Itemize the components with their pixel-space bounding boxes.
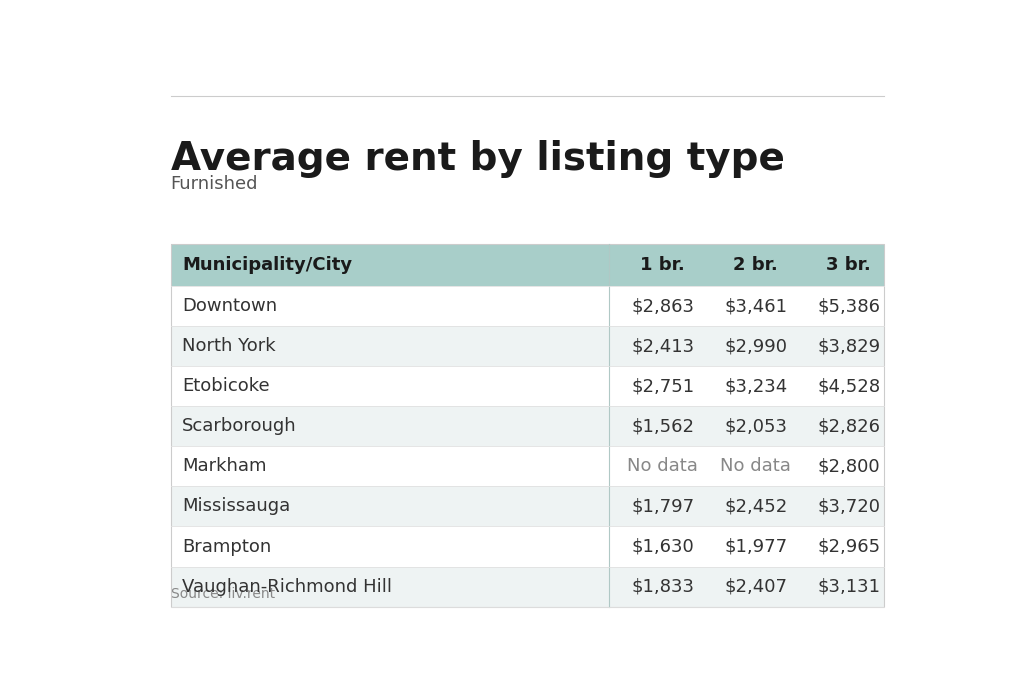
Bar — [171, 447, 884, 486]
Text: $3,720: $3,720 — [817, 497, 881, 516]
Bar — [171, 326, 884, 366]
Bar — [171, 486, 884, 527]
Text: $2,053: $2,053 — [724, 417, 787, 436]
Text: $2,751: $2,751 — [631, 377, 694, 395]
Text: Mississauga: Mississauga — [182, 497, 291, 516]
Text: $2,413: $2,413 — [631, 337, 694, 356]
Text: $2,800: $2,800 — [817, 458, 880, 475]
Bar — [171, 406, 884, 447]
Text: No data: No data — [628, 458, 698, 475]
Bar — [171, 527, 884, 566]
Text: 2 br.: 2 br. — [733, 256, 778, 274]
Text: $2,990: $2,990 — [724, 337, 787, 356]
Bar — [171, 366, 884, 406]
Bar — [171, 244, 884, 607]
Text: Etobicoke: Etobicoke — [182, 377, 270, 395]
Bar — [171, 566, 884, 607]
Text: 3 br.: 3 br. — [826, 256, 871, 274]
Text: Brampton: Brampton — [182, 538, 271, 556]
Bar — [171, 286, 884, 326]
Text: $3,461: $3,461 — [724, 297, 787, 315]
Text: $2,407: $2,407 — [724, 577, 787, 595]
Text: $1,833: $1,833 — [631, 577, 694, 595]
Text: No data: No data — [720, 458, 792, 475]
Text: Downtown: Downtown — [182, 297, 278, 315]
Text: $3,234: $3,234 — [724, 377, 787, 395]
Text: $2,826: $2,826 — [817, 417, 881, 436]
Text: Markham: Markham — [182, 458, 266, 475]
Text: Average rent by listing type: Average rent by listing type — [171, 140, 784, 178]
Text: Scarborough: Scarborough — [182, 417, 297, 436]
Text: $1,797: $1,797 — [631, 497, 694, 516]
Text: $2,452: $2,452 — [724, 497, 787, 516]
Text: $5,386: $5,386 — [817, 297, 881, 315]
Text: $4,528: $4,528 — [817, 377, 881, 395]
Text: $2,863: $2,863 — [631, 297, 694, 315]
Text: Municipality/City: Municipality/City — [182, 256, 352, 274]
Text: $3,829: $3,829 — [817, 337, 881, 356]
Text: $1,630: $1,630 — [632, 538, 694, 556]
Text: $3,131: $3,131 — [817, 577, 881, 595]
Text: Furnished: Furnished — [171, 175, 258, 192]
Text: North York: North York — [182, 337, 275, 356]
Text: Vaughan-Richmond Hill: Vaughan-Richmond Hill — [182, 577, 392, 595]
Text: $1,977: $1,977 — [724, 538, 787, 556]
Text: Source: liv.rent: Source: liv.rent — [171, 586, 274, 601]
Text: $1,562: $1,562 — [631, 417, 694, 436]
Bar — [171, 244, 884, 286]
Text: $2,965: $2,965 — [817, 538, 881, 556]
Text: 1 br.: 1 br. — [640, 256, 685, 274]
